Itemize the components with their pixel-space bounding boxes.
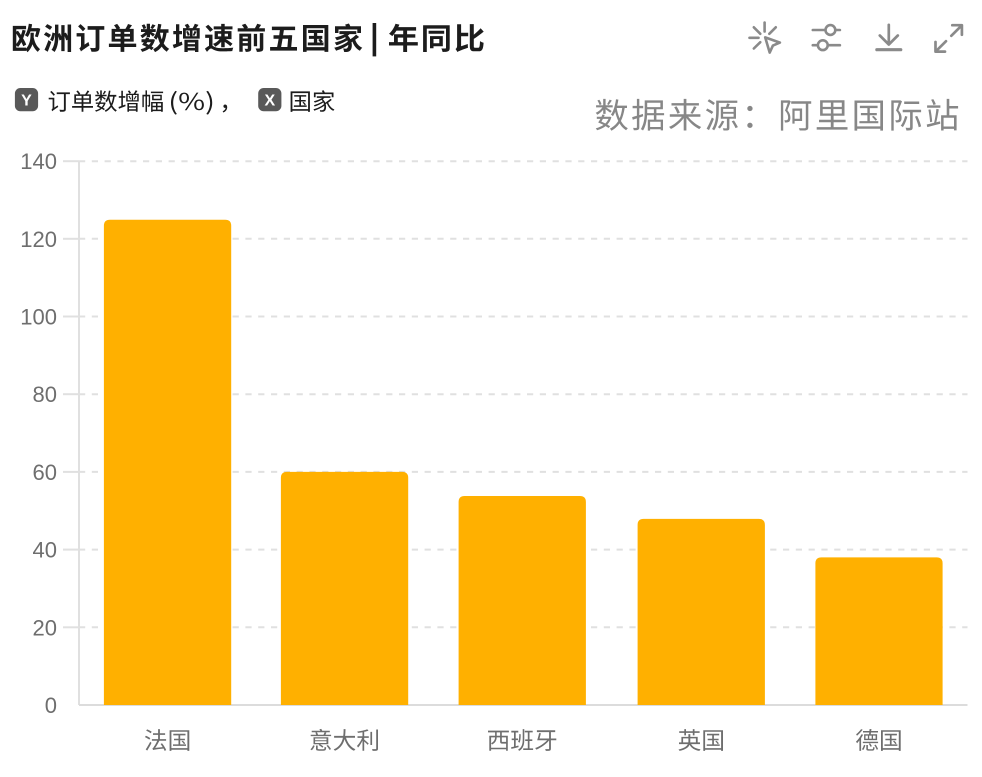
svg-text:100: 100 (20, 305, 57, 330)
svg-text:Y: Y (21, 93, 32, 110)
svg-text:120: 120 (20, 227, 57, 252)
svg-text:40: 40 (33, 538, 57, 563)
svg-text:140: 140 (20, 149, 57, 174)
svg-text:80: 80 (33, 382, 57, 407)
svg-text:20: 20 (33, 615, 57, 640)
svg-text:0: 0 (45, 693, 57, 718)
svg-text:X: X (264, 93, 275, 110)
svg-text:60: 60 (33, 460, 57, 485)
